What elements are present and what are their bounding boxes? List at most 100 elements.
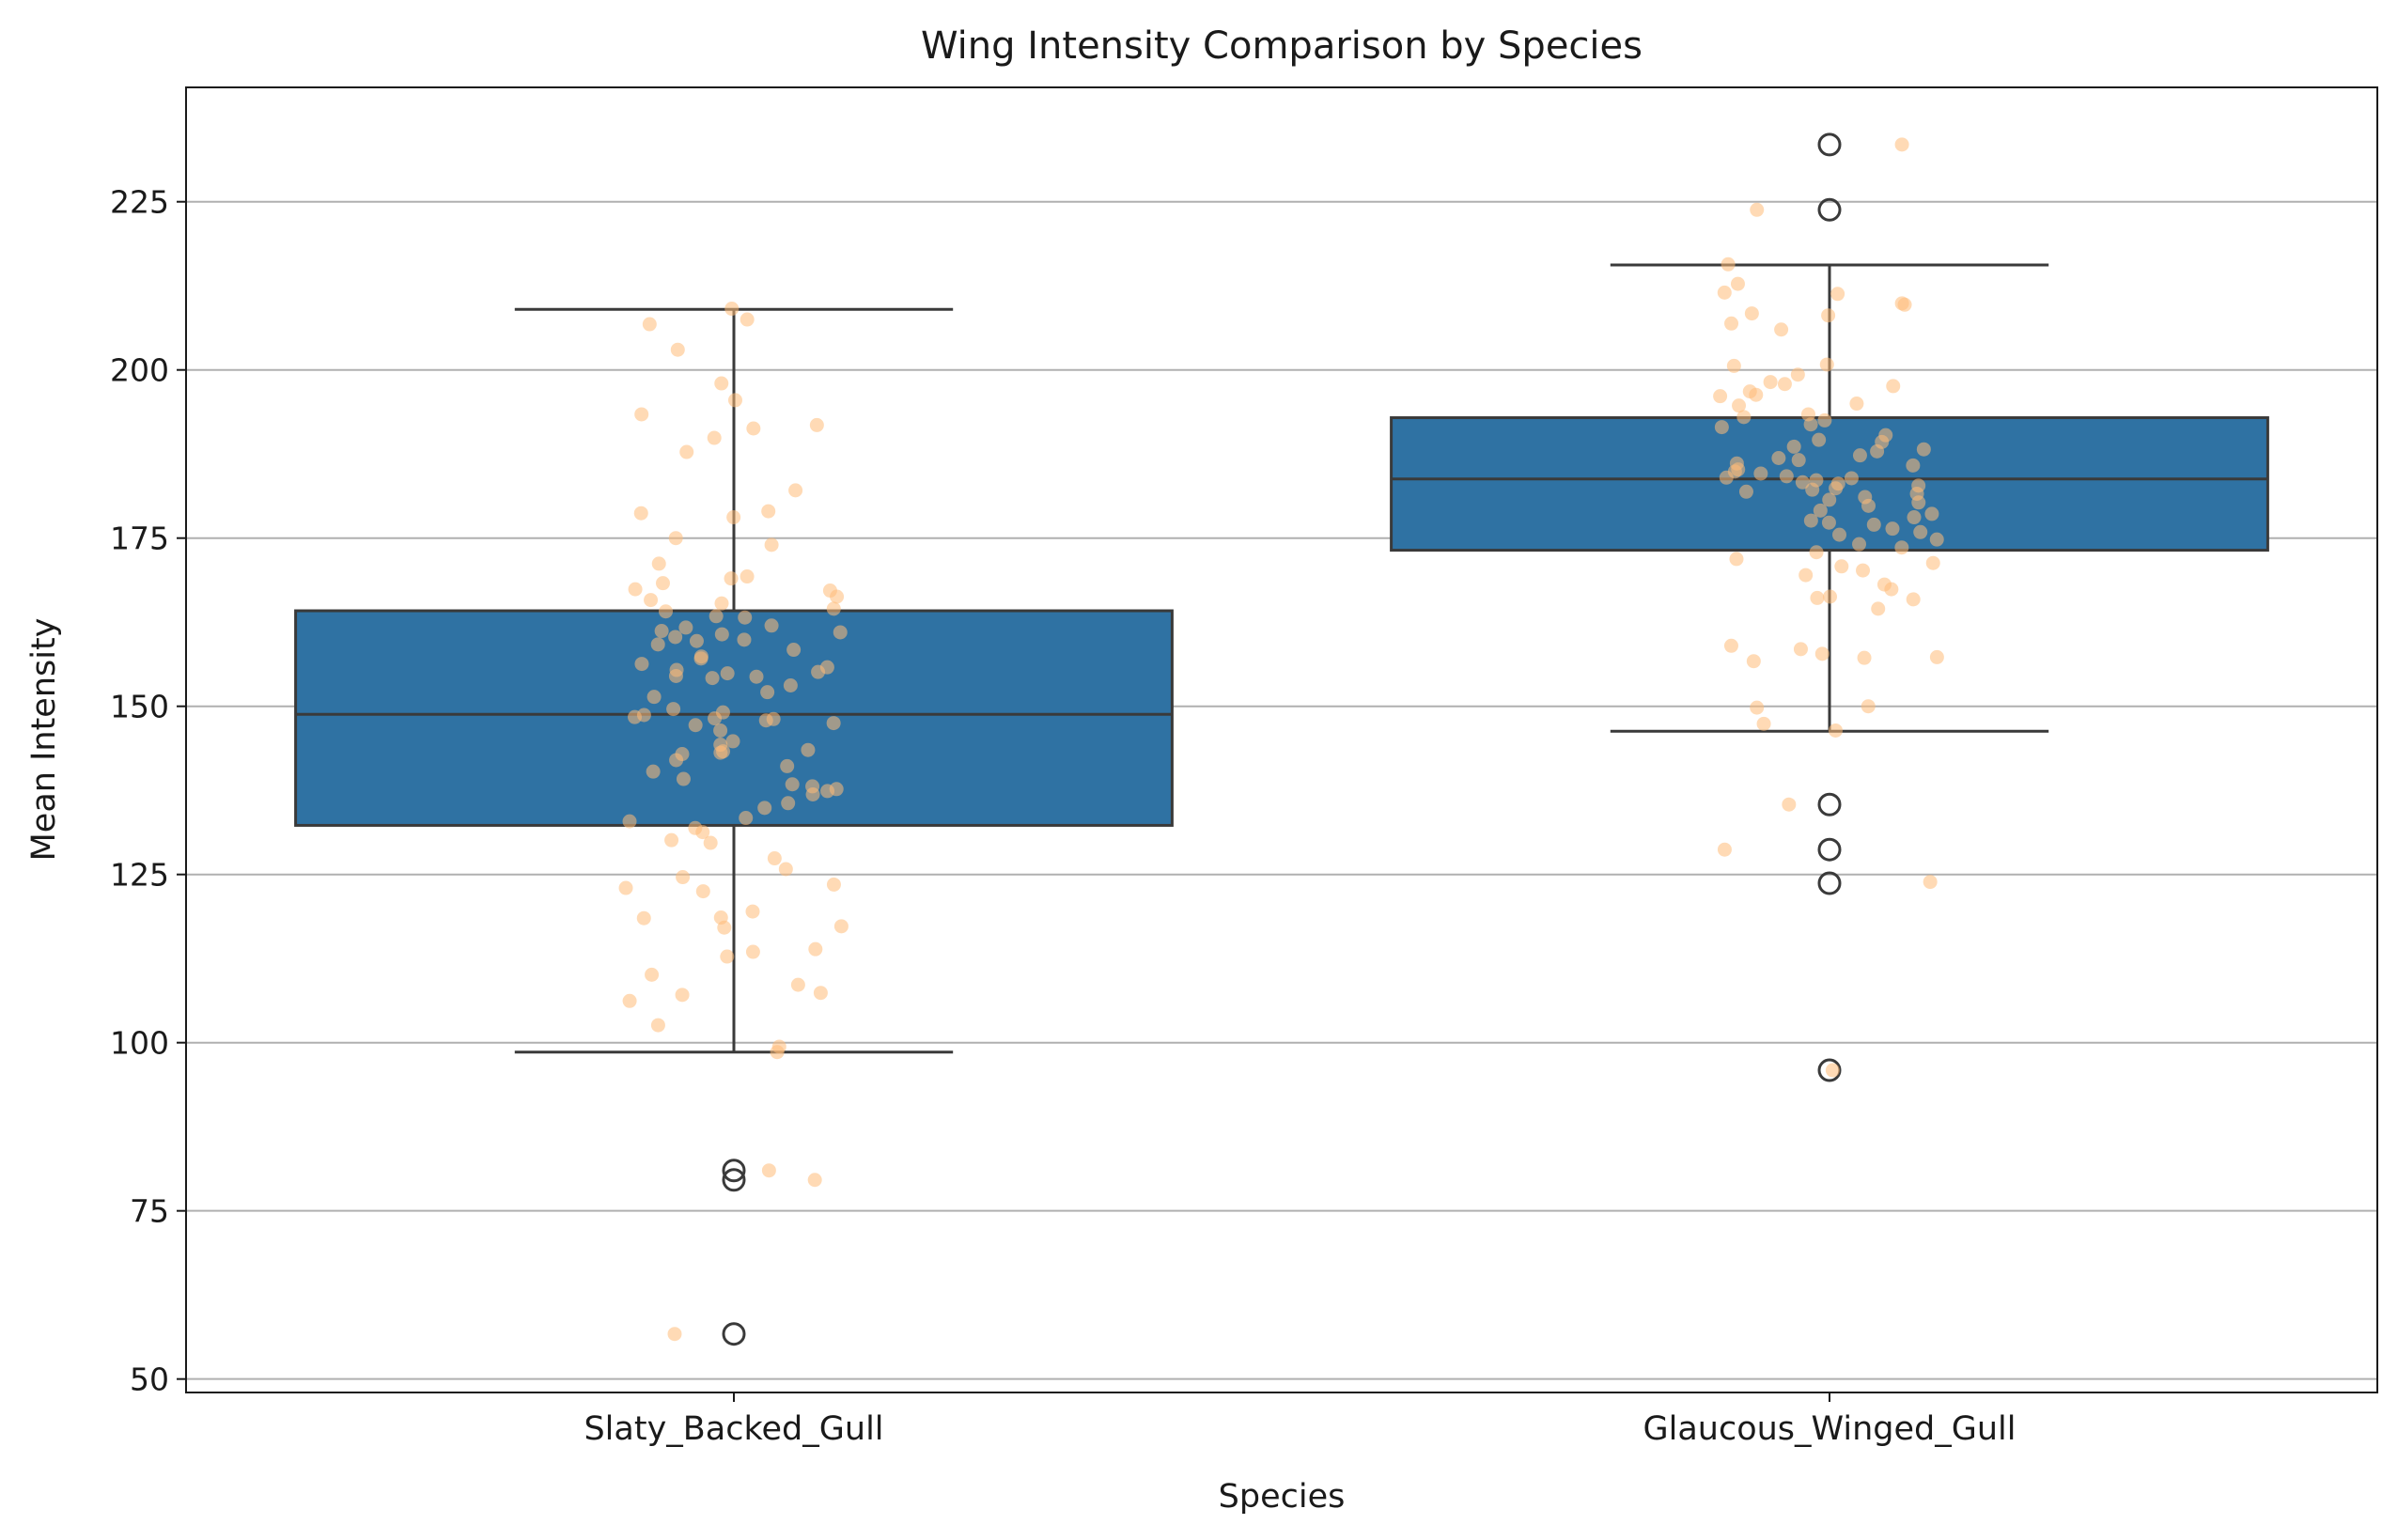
strip-point — [1717, 842, 1732, 857]
strip-point — [1809, 545, 1824, 560]
strip-point — [1852, 448, 1867, 463]
strip-point — [1813, 503, 1828, 518]
strip-point — [726, 510, 741, 525]
strip-point — [1913, 524, 1928, 539]
strip-point — [1832, 527, 1847, 542]
strip-point — [693, 651, 708, 666]
outlier-marker — [722, 1159, 746, 1183]
y-tick-label: 150 — [110, 689, 169, 725]
strip-point — [740, 569, 755, 584]
x-axis-label: Species — [1219, 1478, 1346, 1516]
strip-point — [713, 723, 728, 738]
y-axis: 50 75 100 125 150 175 200 225 — [110, 184, 186, 1398]
strip-point — [1834, 559, 1849, 574]
strip-point — [688, 718, 703, 733]
strip-point — [634, 407, 649, 422]
strip-point — [666, 702, 681, 717]
strip-point — [1719, 470, 1734, 485]
outlier-marker — [1817, 792, 1842, 817]
strip-point — [1714, 420, 1729, 435]
strip-point — [1823, 589, 1838, 604]
strip-point — [1756, 716, 1771, 731]
strip-point — [1907, 510, 1922, 525]
strip-point — [757, 801, 772, 816]
outlier-marker — [722, 1168, 746, 1192]
y-tick-label: 100 — [110, 1025, 169, 1062]
strip-point — [1861, 498, 1876, 513]
strip-point — [714, 376, 729, 391]
strip-point — [720, 949, 735, 964]
outlier-marker — [1817, 132, 1842, 157]
strip-point — [1723, 638, 1738, 653]
strip-point — [826, 877, 841, 892]
strip-point — [1871, 601, 1886, 616]
x-tick-label: Glaucous_Winged_Gull — [1643, 1410, 2016, 1448]
strip-point — [676, 771, 691, 786]
strip-point — [780, 758, 795, 773]
strip-point — [714, 627, 729, 642]
outlier-marker — [722, 1322, 746, 1346]
strip-point — [714, 596, 729, 611]
strip-point — [783, 678, 798, 693]
strip-point — [1870, 443, 1885, 459]
strip-point — [1830, 287, 1845, 302]
strip-point — [790, 977, 805, 992]
strip-point — [646, 764, 661, 779]
strip-point — [1916, 442, 1931, 457]
strip-point — [1814, 646, 1830, 661]
strip-point — [724, 302, 740, 317]
strip-point — [1793, 642, 1808, 657]
strip-point — [642, 317, 657, 332]
strip-point — [650, 637, 665, 652]
strip-point — [745, 904, 760, 919]
strip-point — [745, 944, 760, 959]
box-Glaucous_Winged_Gull — [1390, 132, 2269, 1082]
strip-point — [636, 910, 651, 926]
outlier-marker — [1817, 197, 1842, 222]
strip-point — [807, 1173, 822, 1188]
strip-point — [705, 671, 720, 686]
iqr-box — [1390, 416, 2269, 552]
strip-point — [1925, 555, 1940, 570]
strip-point — [1803, 417, 1818, 432]
strip-point — [651, 556, 666, 571]
strip-point — [668, 668, 683, 683]
strip-point — [1885, 521, 1900, 537]
strip-point — [645, 967, 660, 982]
strip-point — [809, 417, 824, 432]
strip-point — [1791, 453, 1806, 468]
chart-title: Wing Intensity Comparison by Species — [921, 24, 1643, 68]
strip-point — [1771, 451, 1786, 466]
strip-point — [820, 784, 835, 799]
strip-point — [1753, 466, 1768, 481]
strip-point — [1924, 506, 1939, 521]
strip-point — [739, 811, 754, 826]
strip-point — [1717, 285, 1732, 300]
strip-point — [727, 393, 742, 408]
strip-point — [675, 988, 690, 1003]
strip-point — [646, 690, 662, 705]
strip-point — [1906, 458, 1921, 473]
strip-point — [813, 986, 828, 1001]
strip-point — [695, 825, 710, 840]
y-axis-label: Mean Intensity — [25, 618, 63, 862]
strip-point — [770, 1045, 785, 1060]
strip-point — [1779, 469, 1794, 484]
strip-point — [1805, 482, 1820, 497]
strip-point — [622, 814, 637, 829]
boxes — [294, 132, 2269, 1346]
strip-point — [830, 589, 845, 604]
strip-point — [628, 582, 643, 597]
strip-point — [758, 713, 773, 728]
strip-point — [1897, 297, 1912, 312]
strip-point — [1749, 387, 1764, 402]
strip-point — [767, 851, 782, 866]
strip-point — [826, 716, 841, 731]
strip-point — [725, 734, 740, 749]
strip-point — [659, 604, 674, 619]
strip-point — [764, 537, 779, 552]
strip-point — [668, 531, 683, 546]
strip-point — [669, 753, 684, 768]
strip-point — [1844, 471, 1859, 486]
strip-point — [654, 624, 669, 639]
